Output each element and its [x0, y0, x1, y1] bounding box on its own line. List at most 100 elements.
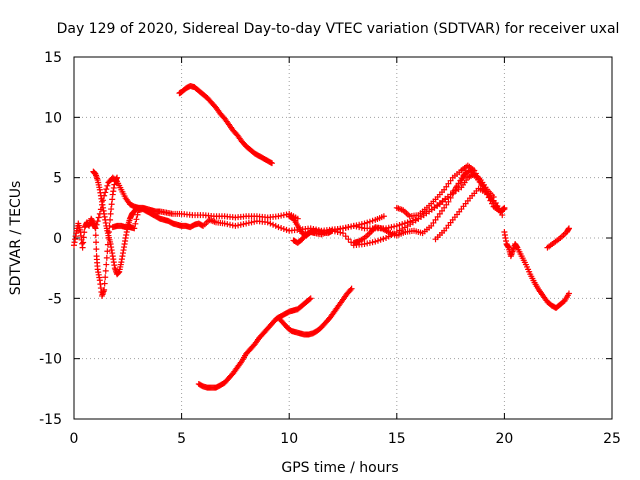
data-point	[278, 212, 285, 219]
series-s6	[195, 295, 314, 391]
x-tick-label: 25	[603, 431, 621, 447]
data-point	[240, 221, 247, 228]
data-point	[489, 200, 496, 207]
data-point	[132, 220, 139, 227]
y-tick-label: 10	[44, 110, 62, 126]
data-point	[496, 206, 503, 213]
data-point	[224, 221, 231, 228]
data-point	[235, 222, 242, 229]
data-point	[345, 236, 352, 243]
data-point	[264, 219, 271, 226]
data-point	[445, 180, 452, 187]
data-point	[96, 210, 103, 217]
data-point	[199, 222, 206, 229]
data-point	[479, 182, 486, 189]
data-point	[441, 186, 448, 193]
data-point	[366, 218, 373, 225]
data-point	[102, 267, 109, 274]
axis-tick-labels: 0 5 10 15 20 25 15 10 5 0 -5 -10 -15	[39, 50, 621, 447]
data-point	[348, 223, 355, 230]
y-axis-label: SDTVAR / TECUs	[8, 181, 24, 296]
data-point	[101, 192, 108, 199]
data-point	[306, 296, 313, 303]
data-point	[278, 225, 285, 232]
data-point	[334, 228, 341, 235]
data-point	[101, 286, 108, 293]
data-point	[104, 248, 111, 255]
data-point	[342, 233, 349, 240]
data-point	[497, 209, 504, 216]
data-point	[472, 170, 479, 177]
data-point	[102, 189, 109, 196]
data-point	[443, 183, 450, 190]
data-point	[377, 236, 384, 243]
data-point	[103, 254, 110, 261]
data-point	[112, 177, 119, 184]
data-point	[268, 160, 275, 167]
data-point	[81, 229, 88, 236]
data-point	[499, 212, 506, 219]
data-point	[133, 216, 140, 223]
data-point	[364, 240, 371, 247]
data-point	[369, 239, 376, 246]
data-point	[366, 239, 373, 246]
axis-ticks	[73, 56, 613, 420]
data-point	[97, 206, 104, 213]
x-tick-label: 0	[70, 431, 79, 447]
data-point	[374, 237, 381, 244]
data-point	[275, 224, 282, 231]
series-s4	[109, 206, 387, 234]
data-point	[92, 225, 99, 232]
data-point	[80, 239, 87, 246]
data-point	[353, 223, 360, 230]
data-point	[345, 224, 352, 231]
data-point	[93, 246, 100, 253]
y-tick-label: -15	[39, 412, 62, 428]
data-point	[79, 244, 86, 251]
data-point	[436, 210, 443, 217]
data-point	[432, 216, 439, 223]
data-point	[445, 198, 452, 205]
series-s14	[544, 225, 572, 251]
data-point	[232, 222, 239, 229]
data-point	[100, 197, 107, 204]
data-point	[280, 212, 287, 219]
data-point	[221, 220, 228, 227]
data-point	[267, 159, 274, 166]
series-s10	[350, 167, 508, 246]
data-point	[98, 201, 105, 208]
series-s7	[275, 285, 355, 338]
chart-title: Day 129 of 2020, Sidereal Day-to-day VTE…	[57, 21, 620, 37]
data-point	[104, 182, 111, 189]
data-point	[369, 217, 376, 224]
data-point	[474, 173, 481, 180]
x-tick-label: 15	[388, 431, 406, 447]
data-point	[348, 285, 355, 292]
data-point	[347, 286, 354, 293]
y-tick-label: 15	[44, 50, 62, 66]
y-tick-label: -10	[39, 352, 62, 368]
series-s13	[501, 228, 572, 311]
data-point	[441, 204, 448, 211]
data-point	[443, 201, 450, 208]
x-tick-label: 20	[495, 431, 513, 447]
data-point	[358, 224, 365, 231]
data-point	[92, 232, 99, 239]
data-point	[248, 219, 255, 226]
series-s9	[290, 171, 497, 249]
data-point	[340, 230, 346, 237]
data-point	[131, 225, 138, 232]
data-point	[393, 222, 400, 229]
data-point	[434, 213, 441, 220]
data-point	[350, 222, 357, 229]
series-s5	[176, 82, 275, 167]
data-point	[447, 177, 454, 184]
data-point	[492, 200, 499, 207]
data-point	[428, 222, 435, 229]
data-point	[93, 239, 100, 246]
data-point	[380, 213, 387, 220]
data-point	[229, 222, 236, 229]
data-point	[280, 225, 287, 232]
x-tick-label: 5	[177, 431, 186, 447]
